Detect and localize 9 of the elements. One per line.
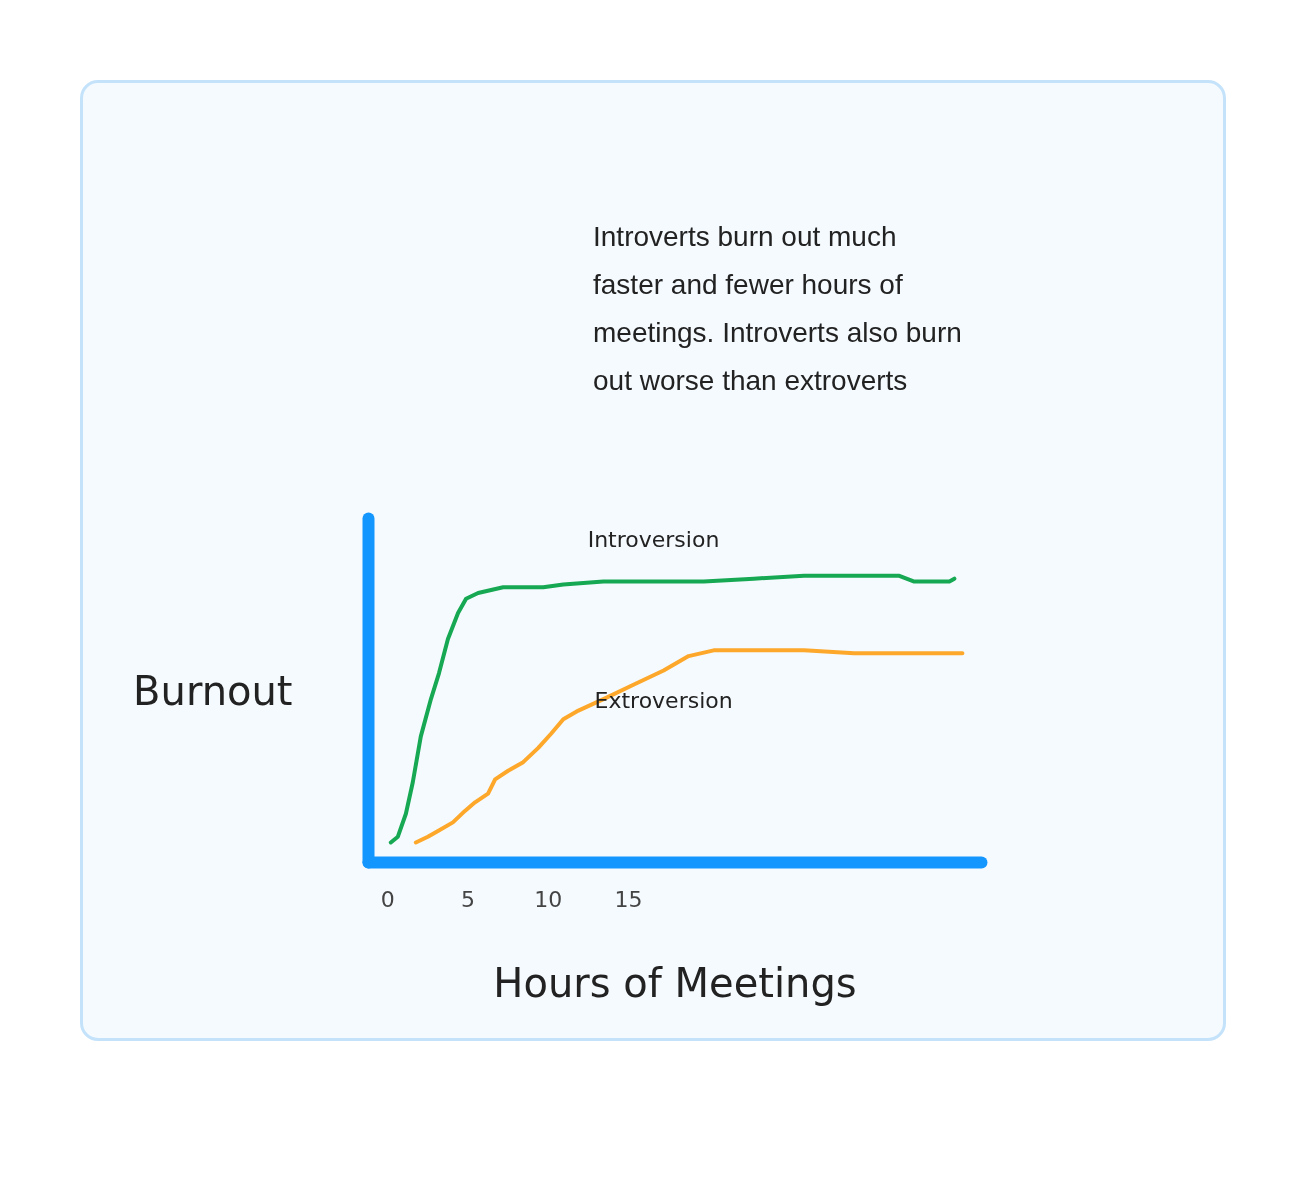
x-tick-label: 0	[380, 886, 395, 912]
x-tick-label: 10	[534, 886, 563, 912]
x-axis-title: Hours of Meetings	[493, 959, 857, 1006]
series-label: Introversion	[587, 526, 720, 552]
y-axis-title: Burnout	[133, 667, 293, 714]
series-label: Extroversion	[594, 688, 733, 714]
x-tick-label: 5	[460, 886, 475, 912]
text: Introverts burn out much faster and fewer hours of meetings. Introverts also burn out worse than extroverts	[593, 220, 963, 398]
x-tick-label: 15	[614, 886, 643, 912]
